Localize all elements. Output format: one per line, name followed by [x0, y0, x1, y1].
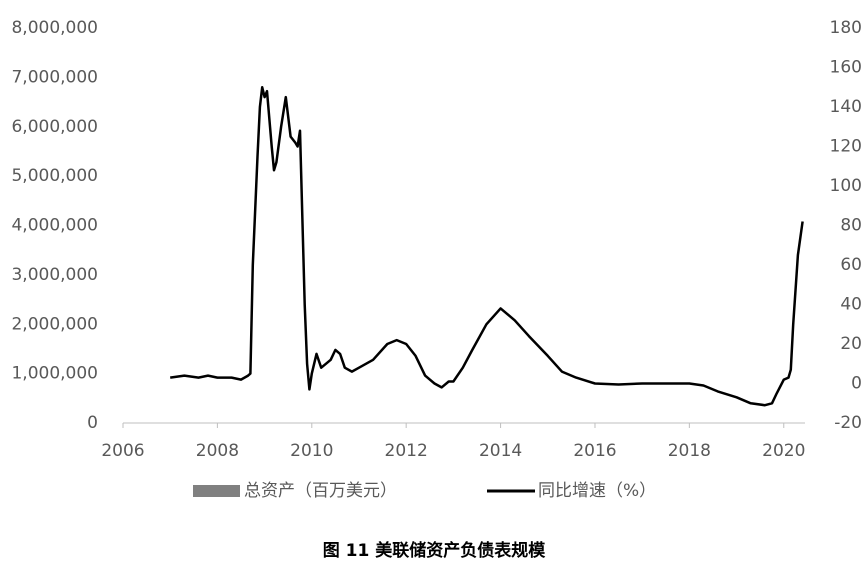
- x-tick-label: 2020: [762, 441, 805, 461]
- x-tick-label: 2010: [290, 441, 333, 461]
- legend-label: 同比增速（%）: [538, 481, 656, 501]
- y-tick-label: 4,000,000: [11, 216, 98, 236]
- x-tick-label: 2012: [385, 441, 428, 461]
- x-tick-label: 2014: [479, 441, 522, 461]
- x-tick-label: 2016: [573, 441, 616, 461]
- y-tick-label: 1,000,000: [11, 364, 98, 384]
- series-line: [170, 86, 804, 407]
- y2-tick-label: 120: [830, 137, 862, 157]
- y2-tick-label: 20: [840, 334, 862, 354]
- y-tick-label: 2,000,000: [11, 314, 98, 334]
- x-tick-label: 2006: [101, 441, 144, 461]
- y-tick-label: 0: [87, 413, 98, 433]
- y2-tick-label: 140: [830, 97, 862, 117]
- legend-swatch: [193, 485, 240, 497]
- y2-tick-label: -20: [834, 413, 862, 433]
- y2-tick-label: 180: [830, 18, 862, 38]
- y2-tick-label: 40: [840, 295, 862, 315]
- y2-tick-label: 160: [830, 58, 862, 78]
- x-tick-label: 2008: [196, 441, 239, 461]
- chart-caption: 图 11 美联储资产负债表规模: [323, 540, 546, 561]
- y-tick-label: 8,000,000: [11, 18, 98, 38]
- y2-tick-label: 80: [840, 216, 862, 236]
- y-tick-label: 6,000,000: [11, 117, 98, 137]
- y2-tick-label: 0: [851, 374, 862, 394]
- x-tick-label: 2018: [668, 441, 711, 461]
- y-tick-label: 7,000,000: [11, 67, 98, 87]
- y-tick-label: 5,000,000: [11, 166, 98, 186]
- legend-label: 总资产（百万美元）: [244, 481, 397, 501]
- y2-tick-label: 100: [830, 176, 862, 196]
- y2-tick-label: 60: [840, 255, 862, 275]
- y-tick-label: 3,000,000: [11, 265, 98, 285]
